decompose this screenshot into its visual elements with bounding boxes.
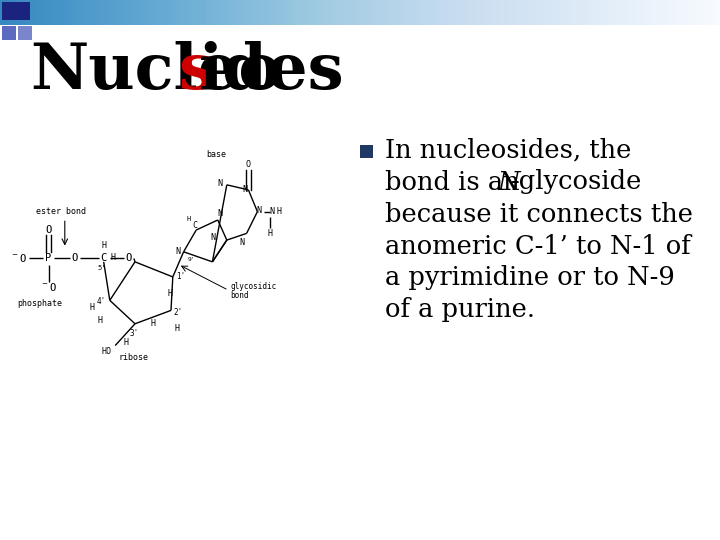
Bar xyxy=(2,26,16,40)
Text: N: N xyxy=(498,170,521,194)
Text: H: H xyxy=(111,253,116,262)
Text: N: N xyxy=(218,179,222,188)
Text: ribose: ribose xyxy=(118,353,148,362)
Text: ester bond: ester bond xyxy=(36,207,86,216)
Text: N: N xyxy=(211,233,215,242)
Text: H: H xyxy=(175,325,179,333)
Text: Nucleo: Nucleo xyxy=(30,42,281,103)
Text: P: P xyxy=(45,253,52,264)
Text: In nucleosides, the: In nucleosides, the xyxy=(385,138,631,163)
Text: H: H xyxy=(102,241,106,249)
Text: 9': 9' xyxy=(188,257,195,262)
Text: O: O xyxy=(45,225,52,235)
Text: ides: ides xyxy=(199,42,345,103)
Text: bond is an: bond is an xyxy=(385,170,528,194)
Text: H: H xyxy=(150,319,156,328)
Text: 3': 3' xyxy=(130,329,138,339)
Text: H: H xyxy=(89,303,94,312)
Text: base: base xyxy=(206,150,226,159)
Text: 1': 1' xyxy=(176,272,185,281)
Text: because it connects the: because it connects the xyxy=(385,201,693,226)
Text: N: N xyxy=(176,247,181,256)
Text: 5': 5' xyxy=(97,265,106,271)
Bar xyxy=(18,26,32,40)
Text: H: H xyxy=(124,338,128,347)
Text: $^-$O: $^-$O xyxy=(40,281,57,293)
Text: H: H xyxy=(187,217,191,222)
Text: N: N xyxy=(217,210,222,219)
Text: N: N xyxy=(243,185,247,194)
Text: phosphate: phosphate xyxy=(17,299,62,308)
Text: H: H xyxy=(98,316,102,325)
Text: glycosidic: glycosidic xyxy=(230,282,276,292)
Text: anomeric C-1’ to N-1 of: anomeric C-1’ to N-1 of xyxy=(385,233,690,259)
Text: N: N xyxy=(256,206,261,215)
Text: N: N xyxy=(240,238,244,247)
Text: bond: bond xyxy=(230,291,249,300)
Text: HO: HO xyxy=(102,347,111,356)
Text: C: C xyxy=(192,220,197,230)
Text: $^-$O: $^-$O xyxy=(10,253,27,265)
Text: H: H xyxy=(276,207,282,216)
Text: C: C xyxy=(101,253,107,264)
Text: O: O xyxy=(72,253,78,264)
Text: of a purine.: of a purine. xyxy=(385,298,535,322)
Bar xyxy=(360,145,373,158)
Text: O: O xyxy=(246,160,251,169)
Text: H: H xyxy=(168,289,172,298)
Text: O: O xyxy=(126,253,132,264)
Text: 4': 4' xyxy=(97,296,106,306)
Text: H: H xyxy=(268,229,272,238)
Text: a pyrimidine or to N-9: a pyrimidine or to N-9 xyxy=(385,266,675,291)
Text: 2': 2' xyxy=(174,308,183,316)
Bar xyxy=(2,2,30,20)
Text: -glycoside: -glycoside xyxy=(511,170,642,194)
Text: s: s xyxy=(178,42,214,103)
Text: N: N xyxy=(269,207,274,216)
